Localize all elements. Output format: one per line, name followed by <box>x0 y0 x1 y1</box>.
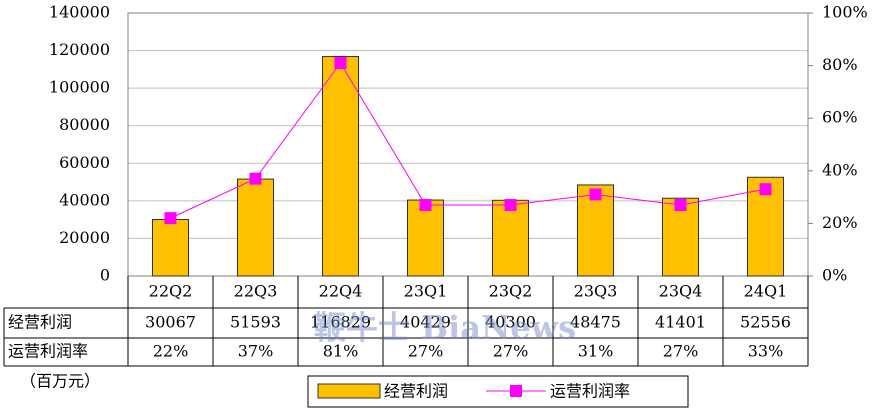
line-marker <box>589 188 602 201</box>
table-value: 116829 <box>310 313 371 332</box>
line-marker <box>504 198 517 211</box>
y-tick-label: 80000 <box>59 115 110 134</box>
legend-box <box>307 375 689 408</box>
y-tick-label: 100000 <box>49 78 110 97</box>
table-value: 30067 <box>145 313 196 332</box>
x-tick-label: 23Q2 <box>489 282 533 301</box>
x-tick-label: 22Q4 <box>319 282 363 301</box>
x-tick-label: 23Q1 <box>404 282 448 301</box>
y-tick-label: 40000 <box>59 190 110 209</box>
x-tick-label: 24Q1 <box>744 282 788 301</box>
table-value: 33% <box>748 342 784 361</box>
table-value: 52556 <box>740 313 791 332</box>
x-tick-label: 23Q3 <box>574 282 618 301</box>
unit-note: （百万元） <box>20 372 100 391</box>
table-value: 37% <box>238 342 274 361</box>
table-value: 81% <box>323 342 359 361</box>
plot-border <box>127 12 809 277</box>
table-value: 27% <box>663 342 699 361</box>
y-tick-label: 20000 <box>59 228 110 247</box>
bar <box>237 178 274 277</box>
table-value: 40300 <box>485 313 536 332</box>
table-value: 48475 <box>570 313 621 332</box>
table-value: 22% <box>153 342 189 361</box>
y2-tick-label: 40% <box>822 160 858 179</box>
table-value: 31% <box>578 342 614 361</box>
y-tick-label: 120000 <box>49 40 110 59</box>
x-tick-label: 22Q3 <box>234 282 278 301</box>
x-tick-label: 23Q4 <box>659 282 703 301</box>
y2-tick-label: 20% <box>822 213 858 232</box>
line-marker <box>164 212 177 225</box>
table-value: 51593 <box>230 313 281 332</box>
y2-tick-label: 80% <box>822 55 858 74</box>
y2-tick-label: 0% <box>822 266 847 285</box>
legend-swatch <box>317 383 381 399</box>
bar <box>407 199 444 277</box>
row-header: 运营利润率 <box>8 342 88 361</box>
bar <box>492 199 529 277</box>
line-marker <box>249 172 262 185</box>
line-marker <box>334 56 347 69</box>
y-tick-label: 0 <box>100 266 110 285</box>
x-tick-label: 22Q2 <box>149 282 193 301</box>
row-header: 经营利润 <box>8 313 72 332</box>
table-value: 27% <box>408 342 444 361</box>
legend-label: 经营利润 <box>384 382 448 401</box>
y-tick-label: 60000 <box>59 153 110 172</box>
line-marker <box>759 183 772 196</box>
table-value: 40429 <box>400 313 451 332</box>
y2-tick-label: 60% <box>822 108 858 127</box>
legend-swatch <box>510 385 522 397</box>
table-value: 41401 <box>655 313 706 332</box>
legend-label: 运营利润率 <box>550 382 630 401</box>
line-marker <box>419 198 432 211</box>
y-tick-label: 140000 <box>49 3 110 22</box>
line <box>170 62 766 219</box>
bar <box>152 219 189 277</box>
bar <box>322 56 359 277</box>
watermark: 鞭牛士 BiaNews <box>314 309 576 347</box>
line-marker <box>674 198 687 211</box>
y2-tick-label: 100% <box>822 3 868 22</box>
bar <box>662 197 699 277</box>
table-value: 27% <box>493 342 529 361</box>
